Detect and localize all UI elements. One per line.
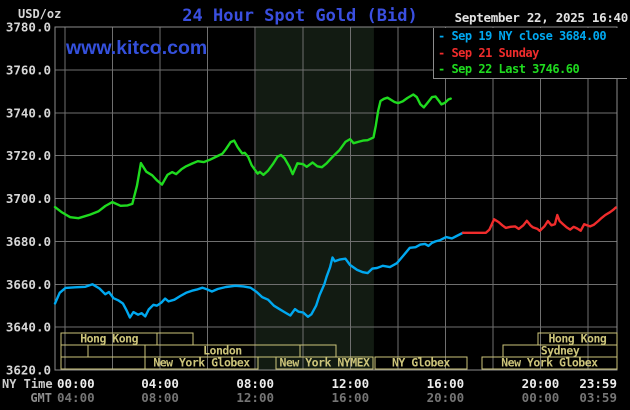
session-label: Sydney: [541, 344, 580, 358]
session-label: New York NYMEX: [280, 356, 371, 370]
y-tick-label: 3760.0: [6, 62, 51, 77]
x-tick-ny: 20:00: [522, 376, 560, 391]
legend-row: - Sep 22 Last 3746.60: [438, 62, 580, 76]
y-tick-label: 3740.0: [6, 105, 51, 120]
kitco-watermark: www.kitco.com: [66, 37, 208, 59]
y-tick-label: 3720.0: [6, 148, 51, 163]
x-tick-gmt: 08:00: [141, 390, 179, 405]
x-tick-ny: 16:00: [427, 376, 465, 391]
y-tick-label: 3620.0: [6, 363, 51, 378]
session-label: New York Globex: [501, 356, 598, 370]
y-tick-label: 3640.0: [6, 320, 51, 335]
plot-border: [54, 26, 618, 371]
y-tick-label: 3780.0: [6, 20, 51, 35]
x-tick-gmt: 16:00: [331, 390, 369, 405]
session-box: [275, 356, 374, 370]
gmt-axis-label: GMT: [30, 391, 52, 405]
x-tick-gmt: 03:59: [579, 390, 617, 405]
x-tick-ny: 00:00: [57, 376, 95, 391]
y-tick-label: 3660.0: [6, 277, 51, 292]
y-tick-label: 3680.0: [6, 234, 51, 249]
session-box: [156, 332, 194, 346]
y-tick-label: 3700.0: [6, 191, 51, 206]
session-label: London: [203, 344, 242, 358]
unit-label: USD/oz: [18, 7, 62, 21]
series-line-sep22-last: [53, 93, 452, 220]
ny-time-axis-label: NY Time: [2, 377, 53, 391]
session-box: [87, 344, 146, 358]
chart-datetime: September 22, 2025 16:40: [454, 10, 629, 25]
session-label: New York Globex: [153, 356, 250, 370]
legend: - Sep 19 NY close 3684.00 - Sep 21 Sunday…: [433, 28, 627, 79]
session-box: [60, 356, 146, 370]
session-box: [481, 356, 618, 370]
x-tick-ny: 08:00: [236, 376, 274, 391]
x-tick-ny: 04:00: [141, 376, 179, 391]
x-tick-gmt: 00:00: [522, 390, 560, 405]
session-box: [144, 356, 259, 370]
series-line-sep19-ny-close: [53, 231, 465, 319]
session-label: NY Globex: [392, 356, 450, 370]
x-tick-ny: 12:00: [331, 376, 369, 391]
session-box: [374, 356, 468, 370]
x-tick-gmt: 12:00: [236, 390, 274, 405]
series-line-sep21-sunday: [461, 206, 617, 235]
legend-row: - Sep 19 NY close 3684.00: [438, 29, 607, 43]
page-title: 24 Hour Spot Gold (Bid): [182, 6, 418, 26]
session-label: Hong Kong: [80, 332, 138, 346]
x-tick-ny: 23:59: [579, 376, 617, 391]
legend-row: - Sep 21 Sunday: [438, 45, 539, 60]
x-tick-gmt: 04:00: [57, 390, 95, 405]
x-tick-gmt: 20:00: [427, 390, 465, 405]
session-label: Hong Kong: [548, 332, 606, 346]
